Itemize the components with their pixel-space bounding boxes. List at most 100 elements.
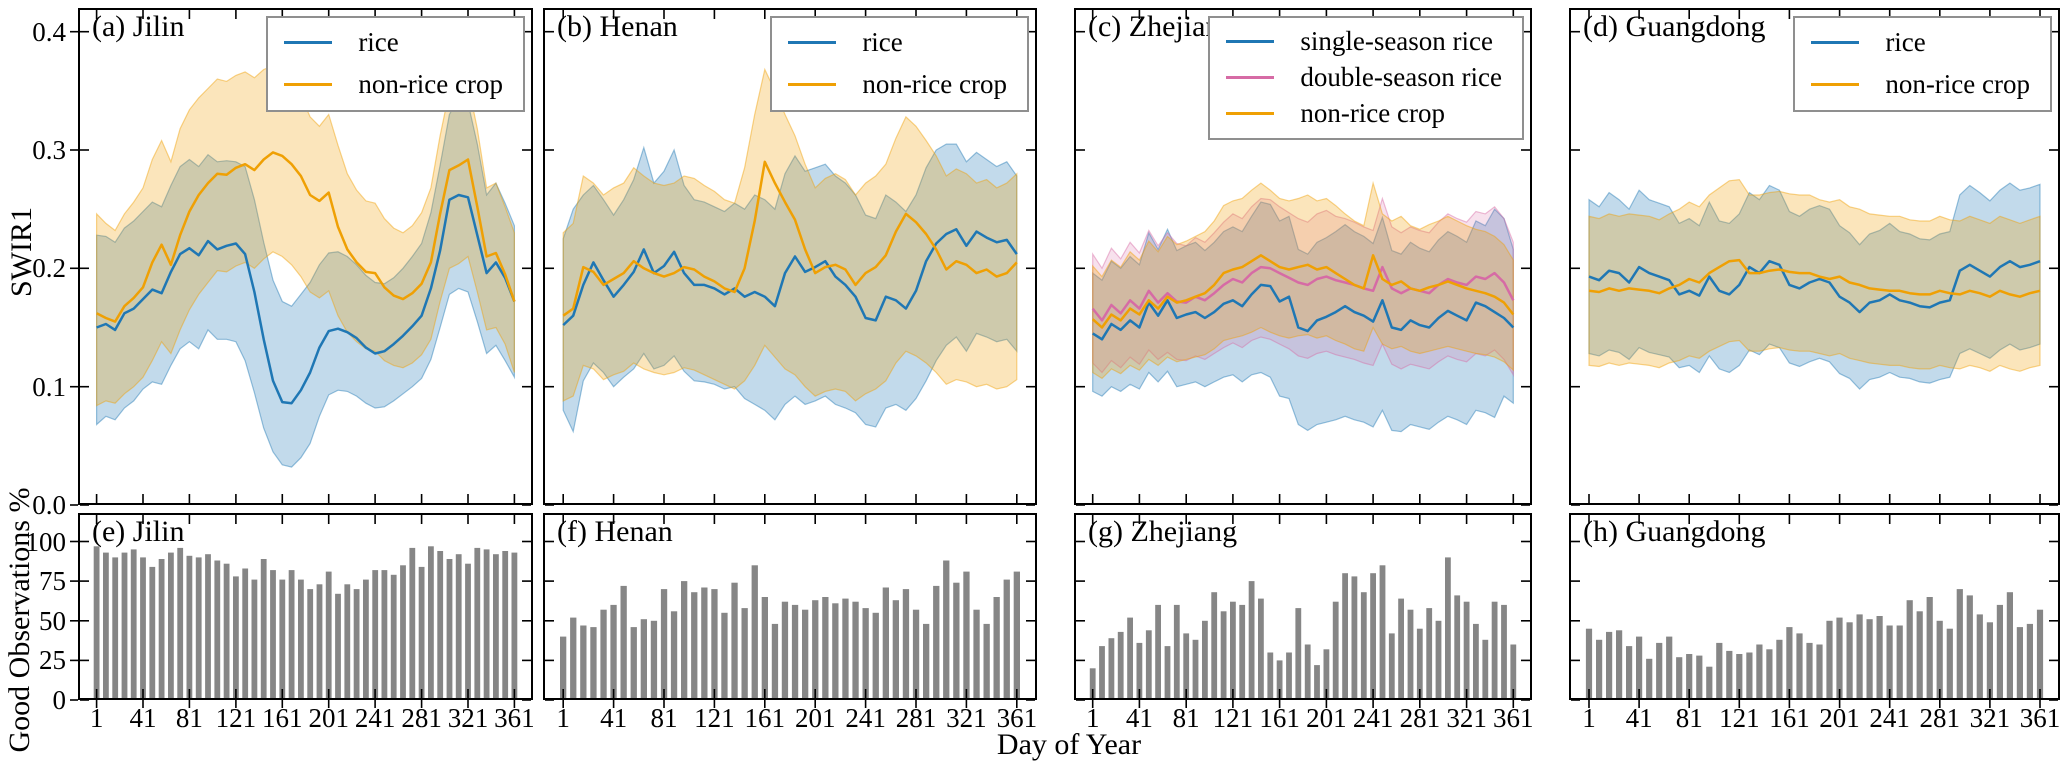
tick-label: 1 bbox=[556, 703, 570, 733]
panel-title: (a) Jilin bbox=[92, 10, 185, 43]
panel-title: (f) Henan bbox=[557, 515, 673, 548]
panel-g-zhejiang-good-obs: (g) Zhejiang bbox=[1074, 513, 1532, 708]
tick-label: 0.0 bbox=[32, 490, 66, 520]
tick-label: 81 bbox=[1172, 703, 1200, 733]
double-season-rice-line-swatch bbox=[1226, 75, 1275, 79]
tick-label: 0.3 bbox=[32, 135, 66, 165]
panel-title: (d) Guangdong bbox=[1583, 10, 1766, 43]
legend-label: rice bbox=[1885, 26, 1926, 57]
legend-label: rice bbox=[358, 26, 399, 57]
legend-item: rice bbox=[788, 24, 1007, 60]
tick-label: 0.1 bbox=[32, 371, 66, 402]
tick-label: 41 bbox=[1625, 703, 1653, 733]
tick-label: 161 bbox=[744, 703, 786, 733]
tick-label: 81 bbox=[650, 703, 678, 733]
tick-label: 201 bbox=[1819, 703, 1860, 733]
legend-label: non-rice crop bbox=[358, 68, 503, 99]
chart-a-canvas bbox=[70, 8, 533, 506]
non-rice-line-swatch bbox=[284, 82, 333, 86]
panel-a-jilin-swir1: (a) Jilin rice non-rice crop bbox=[70, 8, 533, 506]
panel-c-zhejiang-swir1: (c) Zhejiang single-season rice double-s… bbox=[1074, 8, 1532, 506]
tick-label: 361 bbox=[494, 703, 535, 733]
tick-label: 0.4 bbox=[32, 16, 66, 47]
legend-item: rice bbox=[1811, 24, 2030, 60]
x-axis-label-day-of-year: Day of Year bbox=[996, 728, 1142, 761]
tick-label: 321 bbox=[1969, 703, 2011, 733]
legend-panel-c: single-season rice double-season rice no… bbox=[1208, 16, 1524, 140]
legend-item: non-rice crop bbox=[1811, 66, 2030, 102]
tick-label: 81 bbox=[1675, 703, 1703, 733]
chart-h-canvas bbox=[1569, 513, 2060, 708]
tick-label: 25 bbox=[39, 645, 66, 676]
rice-line-swatch bbox=[788, 40, 837, 44]
legend-label: non-rice crop bbox=[1885, 68, 2030, 99]
tick-label: 1 bbox=[1085, 703, 1100, 733]
tick-label: 361 bbox=[2019, 703, 2061, 733]
tick-label: 321 bbox=[447, 703, 489, 733]
tick-label: 161 bbox=[262, 703, 303, 733]
tick-label: 121 bbox=[694, 703, 735, 733]
tick-label: 161 bbox=[1259, 703, 1300, 733]
tick-label: 201 bbox=[308, 703, 349, 733]
single-season-rice-line-swatch bbox=[1226, 39, 1275, 43]
non-rice-line-swatch bbox=[788, 82, 837, 86]
tick-label: 201 bbox=[1306, 703, 1347, 733]
tick-label: 361 bbox=[1493, 703, 1534, 733]
non-rice-line-swatch bbox=[1811, 82, 1860, 86]
tick-label: 1 bbox=[1582, 703, 1596, 733]
legend-item: single-season rice bbox=[1226, 24, 1502, 58]
tick-label: 41 bbox=[600, 703, 628, 733]
tick-label: 41 bbox=[1125, 703, 1153, 733]
panel-e-jilin-good-obs: (e) Jilin bbox=[70, 513, 533, 708]
chart-d-canvas bbox=[1569, 8, 2060, 506]
legend-label: non-rice crop bbox=[1300, 97, 1446, 128]
panel-f-henan-good-obs: (f) Henan bbox=[543, 513, 1037, 708]
chart-b-canvas bbox=[543, 8, 1037, 506]
legend-label: double-season rice bbox=[1300, 61, 1502, 92]
legend-item: non-rice crop bbox=[1226, 96, 1502, 130]
tick-label: 41 bbox=[129, 703, 157, 733]
legend-label: rice bbox=[862, 26, 903, 57]
panel-h-guangdong-good-obs: (h) Guangdong bbox=[1569, 513, 2060, 708]
tick-label: 361 bbox=[996, 703, 1038, 733]
tick-label: 321 bbox=[946, 703, 987, 733]
legend-panel-d: rice non-rice crop bbox=[1793, 16, 2052, 112]
panel-title: (e) Jilin bbox=[92, 515, 185, 548]
tick-label: 201 bbox=[794, 703, 836, 733]
tick-label: 281 bbox=[895, 703, 937, 733]
chart-f-canvas bbox=[543, 513, 1037, 708]
tick-label: 281 bbox=[401, 703, 442, 733]
legend-item: double-season rice bbox=[1226, 60, 1502, 94]
tick-label: 321 bbox=[1446, 703, 1487, 733]
chart-c-canvas bbox=[1074, 8, 1532, 506]
tick-label: 1 bbox=[89, 703, 104, 733]
tick-label: 0.2 bbox=[32, 253, 66, 284]
tick-label: 81 bbox=[175, 703, 203, 733]
legend-label: single-season rice bbox=[1300, 25, 1494, 56]
tick-label: 241 bbox=[354, 703, 396, 733]
legend-panel-b: rice non-rice crop bbox=[770, 16, 1029, 112]
tick-label: 121 bbox=[1212, 703, 1254, 733]
tick-label: 241 bbox=[1352, 703, 1394, 733]
legend-panel-a: rice non-rice crop bbox=[266, 16, 525, 112]
tick-label: 241 bbox=[845, 703, 886, 733]
non-rice-line-swatch bbox=[1226, 111, 1275, 115]
legend-label: non-rice crop bbox=[862, 68, 1007, 99]
legend-item: non-rice crop bbox=[788, 66, 1007, 102]
rice-line-swatch bbox=[1811, 40, 1860, 44]
tick-label: 0 bbox=[52, 685, 67, 715]
tick-label: 121 bbox=[1719, 703, 1760, 733]
panel-title: (g) Zhejiang bbox=[1088, 515, 1238, 548]
panel-title: (b) Henan bbox=[557, 10, 678, 43]
tick-label: 50 bbox=[39, 605, 66, 636]
chart-e-canvas bbox=[70, 513, 533, 708]
legend-item: rice bbox=[284, 24, 503, 60]
tick-label: 281 bbox=[1919, 703, 1961, 733]
tick-label: 241 bbox=[1869, 703, 1910, 733]
chart-g-canvas bbox=[1074, 513, 1532, 708]
panel-b-henan-swir1: (b) Henan rice non-rice crop bbox=[543, 8, 1037, 506]
tick-label: 281 bbox=[1399, 703, 1441, 733]
tick-label: 75 bbox=[39, 566, 66, 597]
legend-item: non-rice crop bbox=[284, 66, 503, 102]
